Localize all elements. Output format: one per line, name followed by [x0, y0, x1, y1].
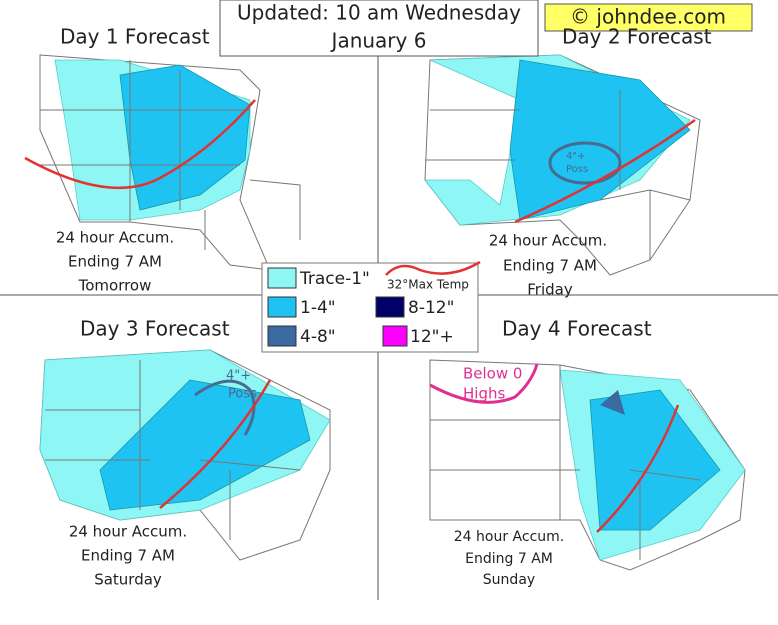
- panel-title: Day 3 Forecast: [80, 317, 230, 341]
- legend-label: 12"+: [410, 327, 454, 347]
- header-box: [219, 0, 539, 57]
- day3-map: [39, 349, 331, 561]
- header-line: Updated: 10 am Wednesday: [237, 1, 521, 25]
- panel-title: Day 4 Forecast: [502, 317, 652, 341]
- caption: Ending 7 AM: [465, 551, 553, 567]
- legend-label: 8-12": [408, 298, 454, 318]
- legend-label: 32°Max Temp: [387, 278, 469, 292]
- day1-map: [24, 54, 301, 271]
- caption: Saturday: [94, 571, 162, 589]
- day4-map: [429, 359, 746, 571]
- legend-label: Trace-1": [299, 269, 370, 289]
- caption: Ending 7 AM: [503, 257, 597, 275]
- caption: Ending 7 AM: [81, 547, 175, 565]
- legend-label: 1-4": [300, 298, 336, 318]
- annotation: 4"+: [226, 369, 251, 384]
- annotation: Below 0: [463, 365, 522, 383]
- annotation: Poss: [228, 387, 257, 402]
- caption: Sunday: [483, 572, 535, 588]
- legend: [261, 260, 481, 353]
- panel-title: Day 2 Forecast: [562, 25, 712, 49]
- annotation: Poss: [566, 164, 588, 175]
- legend-label: 4-8": [300, 327, 336, 347]
- panel-title: Day 1 Forecast: [60, 25, 210, 49]
- annotation: 4"+: [566, 151, 585, 162]
- caption: Ending 7 AM: [68, 253, 162, 271]
- copyright: © johndee.com: [570, 5, 726, 29]
- header-line: January 6: [330, 29, 427, 53]
- caption: 24 hour Accum.: [454, 529, 564, 545]
- day2-map: [424, 54, 701, 276]
- annotation: Highs: [463, 385, 505, 403]
- caption: Friday: [527, 281, 573, 299]
- caption: 24 hour Accum.: [56, 229, 174, 247]
- caption: Tomorrow: [78, 277, 152, 295]
- copyright-box: [544, 3, 753, 32]
- caption: 24 hour Accum.: [69, 523, 187, 541]
- caption: 24 hour Accum.: [489, 232, 607, 250]
